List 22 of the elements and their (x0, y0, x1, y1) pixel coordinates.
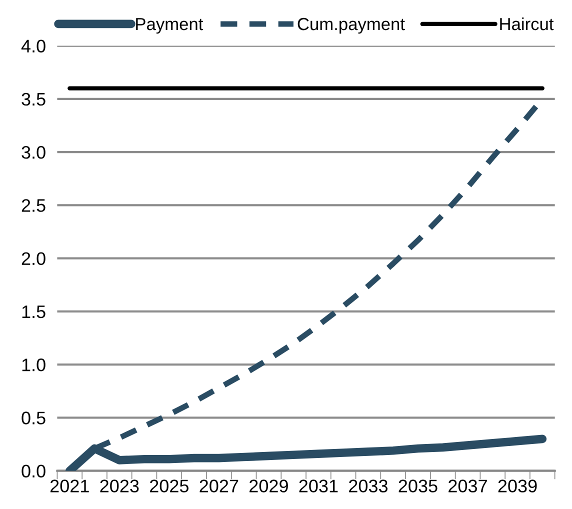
y-tick-label: 3.5 (22, 92, 46, 106)
y-tick-label: 1.5 (22, 306, 46, 318)
legend-label: Haircut (500, 17, 554, 30)
x-tick-label: 2021 (50, 480, 89, 492)
x-tick-label: 2033 (349, 480, 388, 492)
y-tick-label: 4.0 (21, 40, 46, 53)
x-tick-label: 2025 (150, 480, 188, 492)
x-tick-label: 2027 (200, 480, 238, 492)
x-tick-label: 2023 (100, 480, 139, 492)
y-tick-label: 1.0 (22, 358, 46, 372)
legend-label: Cum.payment (298, 18, 405, 34)
y-tick-label: 0.0 (22, 464, 46, 478)
x-tick-label: 2037 (448, 480, 487, 492)
y-tick-label: 2.0 (22, 252, 46, 266)
x-tick-label: 2031 (299, 480, 338, 492)
y-tick-label: 3.0 (22, 146, 46, 159)
x-tick-label: 2035 (398, 480, 438, 492)
legend-label: Payment (136, 18, 204, 34)
y-tick-label: 2.5 (22, 199, 46, 212)
x-tick-label: 2029 (250, 480, 288, 492)
y-tick-label: 0.5 (22, 412, 46, 424)
x-tick-label: 2039 (498, 480, 537, 492)
